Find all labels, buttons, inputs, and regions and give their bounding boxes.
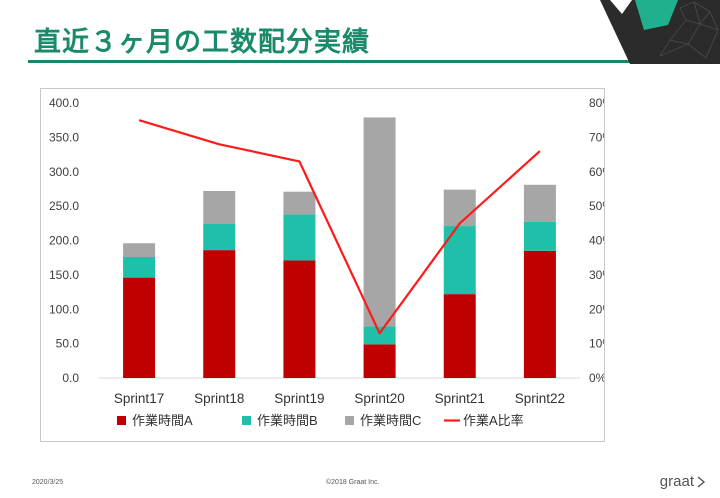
bar-sprint19-series-3: [283, 191, 316, 215]
chart: 0.0 50.0 100.0 150.0 200.0 250.0 300.0 350.0 400…: [49, 96, 613, 428]
logo-chevron-icon: [697, 475, 706, 488]
y-tick-label: 0.0: [62, 371, 79, 385]
legend-swatch: [345, 416, 354, 425]
y-tick-label: 50.0: [56, 337, 80, 351]
legend-swatch: [117, 416, 126, 425]
x-tick-label: Sprint17: [114, 391, 164, 406]
y-tick-label: 300.0: [49, 165, 79, 179]
y2-tick-label: 20%: [589, 302, 604, 316]
y-tick-label: 100.0: [49, 302, 79, 316]
legend-label: 作業時間A: [132, 413, 193, 428]
y2-tick-label: 30%: [589, 268, 604, 282]
bar-sprint22-series-3: [523, 184, 556, 222]
y2-tick-label: 60%: [589, 165, 604, 179]
bar-sprint20-series-1: [363, 344, 396, 378]
bar-sprint18-series-3: [203, 191, 236, 224]
legend: 作業時間A 作業時間B 作業時間C 作業A比率: [117, 413, 524, 428]
y-tick-label: 200.0: [49, 234, 79, 248]
y-tick-label: 350.0: [49, 130, 79, 144]
chart-frame: 0.0 50.0 100.0 150.0 200.0 250.0 300.0 350.0 400…: [40, 88, 613, 442]
bar-sprint21-series-3: [443, 189, 476, 227]
y-tick-label: 250.0: [49, 199, 79, 213]
y2-tick-label: 40%: [589, 234, 604, 248]
bar-sprint20-series-2: [363, 326, 396, 345]
footer-copyright: ©2018 Graat Inc.: [326, 479, 380, 486]
title-underline: [28, 60, 690, 63]
x-tick-label: Sprint18: [194, 391, 244, 406]
bar-sprint22-series-1: [523, 250, 556, 378]
bar-sprint21-series-1: [443, 294, 476, 378]
y2-tick-label: 0%: [589, 371, 604, 385]
bar-sprint18-series-1: [203, 250, 236, 378]
ratio-line: [138, 119, 541, 335]
legend-label: 作業時間B: [257, 413, 318, 428]
bar-sprint17-series-3: [123, 243, 156, 257]
bar-sprint22-series-2: [523, 221, 556, 251]
x-axis-labels: Sprint17 Sprint18 Sprint19 Sprint20 Sprint21…: [114, 391, 565, 406]
legend-label: 作業時間C: [360, 413, 421, 428]
bar-sprint17-series-1: [123, 277, 156, 378]
bar-sprint19-series-2: [283, 214, 316, 261]
bar-sprint21-series-2: [443, 226, 476, 295]
legend-label: 作業A比率: [463, 413, 524, 428]
y2-tick-label: 80%: [589, 96, 604, 110]
y2-tick-label: 70%: [589, 130, 604, 144]
ratio-line-series: [138, 119, 541, 335]
x-tick-label: Sprint19: [274, 391, 324, 406]
footer-date: 2020/3/25: [32, 479, 64, 486]
footer-logo-text: graat: [659, 473, 694, 490]
x-tick-label: Sprint20: [354, 391, 404, 406]
legend-swatch: [242, 416, 251, 425]
bar-sprint19-series-1: [283, 260, 316, 378]
right-y-axis: 0% 10% 20% 30% 40% 50% 60% 70% 80%: [589, 96, 613, 385]
bar-sprint20-series-3: [363, 117, 396, 327]
bar-series: [123, 117, 556, 378]
left-y-axis: 0.0 50.0 100.0 150.0 200.0 250.0 300.0 350.0 400…: [49, 96, 79, 385]
y2-tick-label: 50%: [589, 199, 604, 213]
bar-sprint17-series-2: [123, 257, 156, 278]
y-tick-label: 150.0: [49, 268, 79, 282]
corner-decoration: [600, 0, 720, 64]
bar-sprint18-series-2: [203, 224, 236, 251]
y-tick-label: 400.0: [49, 96, 79, 110]
footer-logo: graat: [660, 473, 706, 490]
slide-title: 直近３ヶ月の工数配分実績: [34, 27, 370, 58]
y2-tick-label: 10%: [589, 337, 604, 351]
x-tick-label: Sprint21: [435, 391, 485, 406]
x-tick-label: Sprint22: [515, 391, 565, 406]
